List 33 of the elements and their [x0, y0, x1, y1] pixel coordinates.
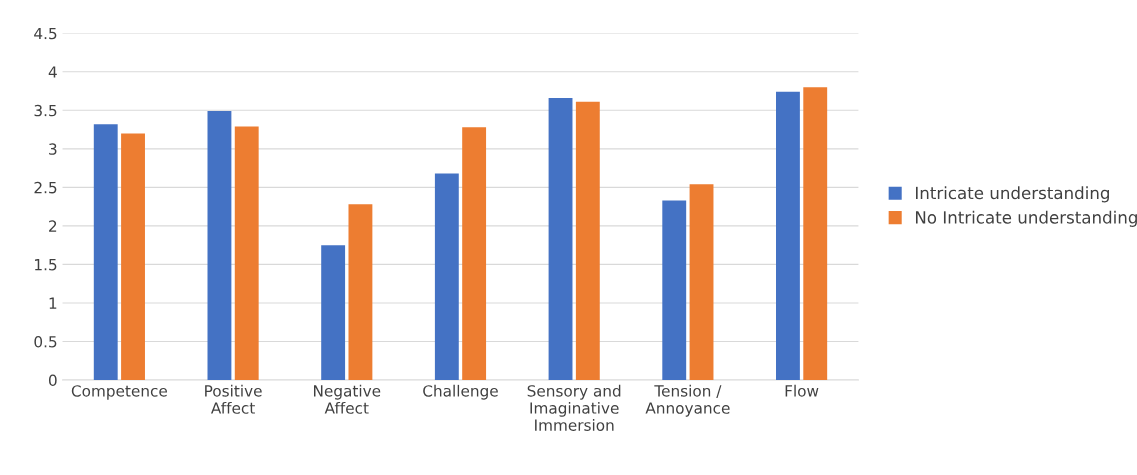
bar [575, 101, 600, 380]
y-tick-label: 4 [48, 66, 57, 78]
x-tick-label: Positive Affect [205, 384, 262, 414]
x-tick-label: Tension / Annoyance [645, 384, 730, 417]
bar [321, 245, 346, 380]
y-tick-label: 3 [49, 143, 57, 155]
x-tick-label: Flow [785, 384, 819, 397]
bar [662, 200, 687, 380]
bar [93, 124, 118, 380]
bar [776, 91, 800, 380]
y-tick-label: 1.5 [35, 259, 57, 271]
legend-label: Intricate understanding [915, 186, 1109, 203]
y-tick-label: 4.5 [34, 27, 57, 40]
y-tick-label: 0 [48, 374, 57, 387]
y-tick-label: 3.5 [34, 104, 57, 117]
legend-label: No Intricate understanding [915, 210, 1137, 227]
bar [462, 127, 487, 380]
y-tick-label: 2.5 [34, 181, 57, 194]
x-tick-label: Negative Affect [314, 384, 381, 414]
x-tick-label: Sensory and Imaginative Immersion [527, 384, 621, 431]
bar [548, 97, 573, 380]
y-tick-label: 1 [49, 297, 57, 309]
x-tick-label: Competence [71, 385, 167, 400]
y-tick-label: 2 [49, 220, 57, 232]
bar [348, 204, 373, 380]
bar [234, 126, 259, 380]
bar [434, 173, 459, 380]
bar [689, 184, 714, 380]
x-tick-label: Challenge [423, 384, 498, 400]
bar [803, 87, 828, 380]
bar [121, 133, 145, 380]
y-tick-label: 0.5 [34, 335, 57, 348]
bar [207, 111, 232, 380]
